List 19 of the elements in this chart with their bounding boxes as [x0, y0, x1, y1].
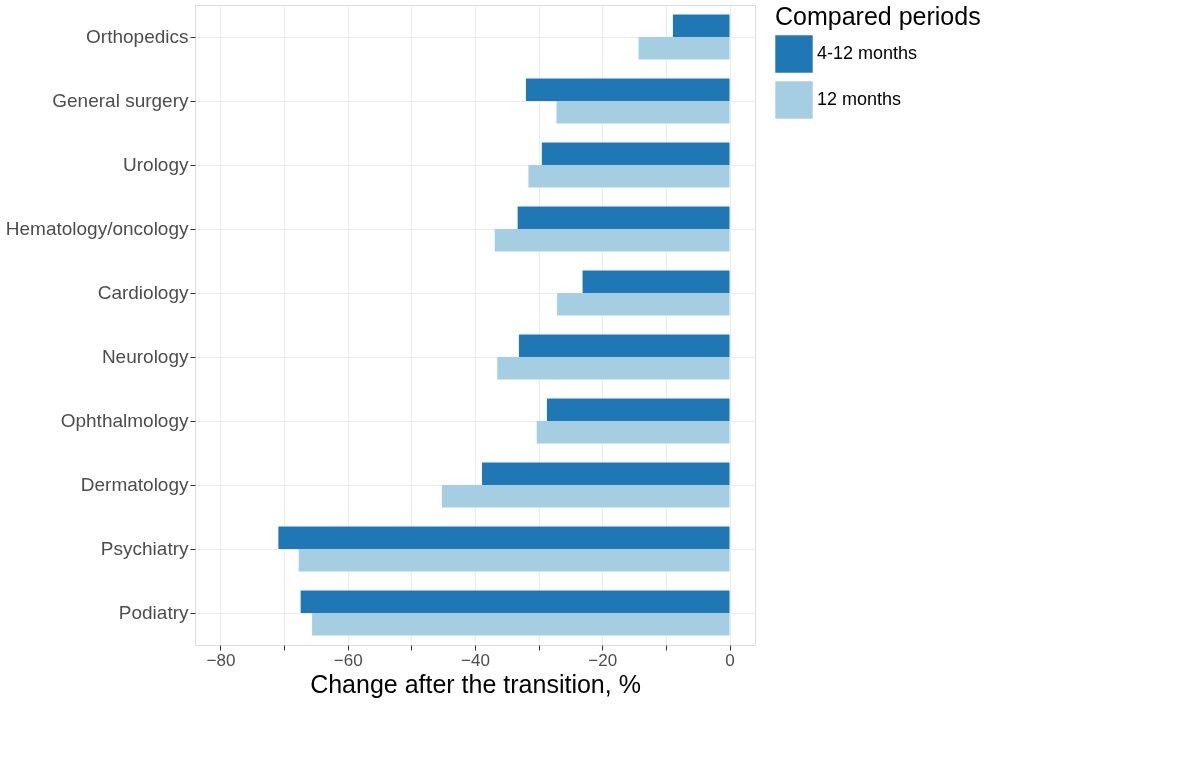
legend-label: 4-12 months	[817, 43, 918, 63]
y-tick-label: Podiatry	[118, 602, 189, 623]
y-tick-label: Orthopedics	[86, 26, 189, 47]
x-tick-label: −80	[206, 650, 236, 670]
x-tick-label: −20	[588, 650, 618, 670]
y-tick-label: Hematology/oncology	[5, 218, 189, 239]
y-tick-label: Neurology	[101, 346, 189, 367]
y-tick-label: Dermatology	[80, 474, 189, 495]
legend-label: 12 months	[817, 89, 902, 109]
y-tick-label: Cardiology	[97, 282, 189, 303]
y-tick-label: Ophthalmology	[60, 410, 189, 431]
y-tick-label: Urology	[123, 154, 189, 175]
x-axis-title: Change after the transition, %	[310, 669, 641, 698]
y-tick-label: Psychiatry	[100, 538, 189, 559]
x-tick-label: −60	[333, 650, 363, 670]
legend-title: Compared periods	[775, 2, 981, 30]
x-tick-label: 0	[725, 650, 735, 670]
y-tick-label: General surgery	[52, 90, 189, 111]
x-tick-label: −40	[461, 650, 490, 670]
